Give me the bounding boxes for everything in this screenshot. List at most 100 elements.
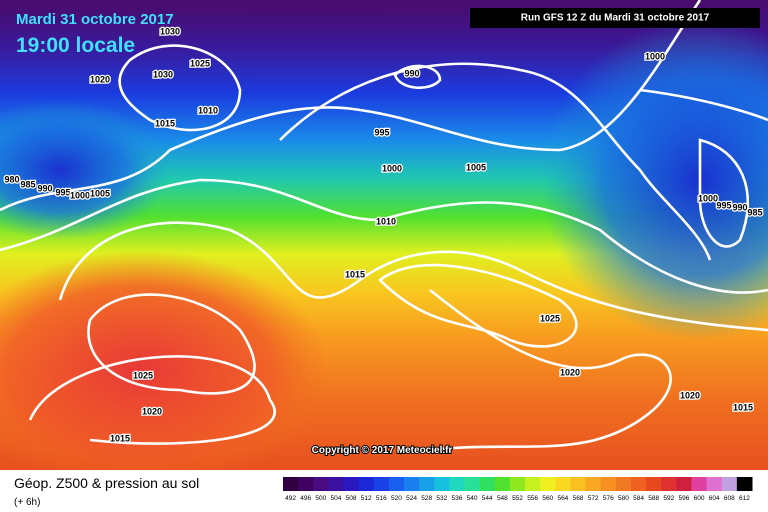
scale-label: 588 xyxy=(648,495,659,502)
scale-label: 564 xyxy=(557,495,568,502)
legend-step: (+ 6h) xyxy=(14,497,40,508)
scale-swatch xyxy=(736,477,753,491)
scale-swatch xyxy=(358,477,375,491)
scale-swatch xyxy=(479,477,496,491)
scale-label: 508 xyxy=(346,495,357,502)
scale-swatch xyxy=(630,477,647,491)
scale-label: 532 xyxy=(436,495,447,502)
isobar-label: 1010 xyxy=(198,105,218,115)
copyright: Copyright © 2017 Meteociel.fr xyxy=(312,445,453,456)
scale-swatch xyxy=(404,477,420,491)
scale-swatch xyxy=(646,477,662,491)
isobar-label: 990 xyxy=(732,202,747,212)
isobar-label: 995 xyxy=(716,200,731,210)
scale-swatch xyxy=(585,477,602,491)
isobar-label: 1015 xyxy=(733,402,753,412)
warm-area xyxy=(0,250,330,490)
isobar-label: 1005 xyxy=(466,162,486,172)
scale-label: 548 xyxy=(497,495,508,502)
scale-swatch xyxy=(661,477,677,491)
date: Mardi 31 octobre 2017 xyxy=(16,11,174,28)
scale-label: 580 xyxy=(618,495,629,502)
scale-label: 504 xyxy=(331,495,342,502)
time: 19:00 locale xyxy=(16,34,135,57)
scale-label: 568 xyxy=(573,495,584,502)
isobar-label: 980 xyxy=(4,174,19,184)
scale-label: 572 xyxy=(588,495,599,502)
scale-swatch xyxy=(464,477,481,491)
isobar-label: 1000 xyxy=(698,193,718,203)
isobar-label: 1000 xyxy=(645,51,665,61)
isobar-label: 1020 xyxy=(560,367,580,377)
isobar-label: 1025 xyxy=(133,370,153,380)
isobar-label: 990 xyxy=(37,183,52,193)
scale-label: 600 xyxy=(694,495,705,502)
scale-label: 512 xyxy=(361,495,372,502)
isobar-label: 1030 xyxy=(153,69,173,79)
scale-swatch xyxy=(691,477,708,491)
scale-label: 500 xyxy=(315,495,326,502)
scale-swatch xyxy=(525,477,541,491)
scale-swatch xyxy=(615,477,632,491)
scale-swatch xyxy=(600,477,617,491)
scale-swatch xyxy=(434,477,450,491)
scale-label: 520 xyxy=(391,495,402,502)
scale-swatch xyxy=(570,477,587,491)
scale-swatch xyxy=(313,477,329,491)
isobar-label: 1015 xyxy=(345,269,365,279)
isobar-label: 1020 xyxy=(90,74,110,84)
isobar-label: 1005 xyxy=(90,188,110,198)
isobar-label: 995 xyxy=(55,187,70,197)
scale-swatch xyxy=(706,477,723,491)
scale-label: 592 xyxy=(663,495,674,502)
scale-swatch xyxy=(509,477,526,491)
scale-swatch xyxy=(343,477,360,491)
scale-swatch xyxy=(494,477,511,491)
scale-label: 576 xyxy=(603,495,614,502)
scale-label: 560 xyxy=(542,495,553,502)
scale-swatch xyxy=(298,477,314,491)
isobars xyxy=(0,0,768,450)
scale-label: 552 xyxy=(512,495,523,502)
scale-label: 612 xyxy=(739,495,750,502)
scale-swatch xyxy=(388,477,405,491)
cold-area xyxy=(0,100,170,240)
scale-swatch xyxy=(328,477,345,491)
run-banner xyxy=(470,8,760,28)
isobar-label: 985 xyxy=(747,207,762,217)
scale-label: 516 xyxy=(376,495,387,502)
isobar-label: 1025 xyxy=(190,58,210,68)
cold-area xyxy=(540,20,768,340)
scale-swatch xyxy=(283,477,299,491)
scale-label: 528 xyxy=(421,495,432,502)
isobar-label: 1020 xyxy=(680,390,700,400)
isobar-label: 1030 xyxy=(160,26,180,36)
isobar-label: 1015 xyxy=(155,118,175,128)
scale-swatch xyxy=(540,477,556,491)
isobar-label: 1010 xyxy=(376,216,396,226)
isobar-label: 1000 xyxy=(70,190,90,200)
scale-label: 556 xyxy=(527,495,538,502)
scale-swatch xyxy=(449,477,466,491)
scale-swatch xyxy=(373,477,390,491)
isobar-label: 985 xyxy=(20,179,35,189)
scale-swatch xyxy=(676,477,692,491)
scale-label: 492 xyxy=(285,495,296,502)
isobar-label: 1020 xyxy=(142,406,162,416)
scale-label: 536 xyxy=(452,495,463,502)
scale-label: 496 xyxy=(300,495,311,502)
scale-label: 524 xyxy=(406,495,417,502)
isobar-label: 1025 xyxy=(540,313,560,323)
scale-swatch xyxy=(721,477,738,491)
scale-label: 596 xyxy=(678,495,689,502)
scale-label: 584 xyxy=(633,495,644,502)
scale-swatch xyxy=(419,477,435,491)
isobar-label: 990 xyxy=(404,68,419,78)
scale-label: 608 xyxy=(724,495,735,502)
isobar-label: 1000 xyxy=(382,163,402,173)
legend-title: Géop. Z500 & pression au sol xyxy=(14,475,199,491)
run-info: Run GFS 12 Z du Mardi 31 octobre 2017 xyxy=(521,13,710,24)
isobar-label: 1015 xyxy=(110,433,130,443)
